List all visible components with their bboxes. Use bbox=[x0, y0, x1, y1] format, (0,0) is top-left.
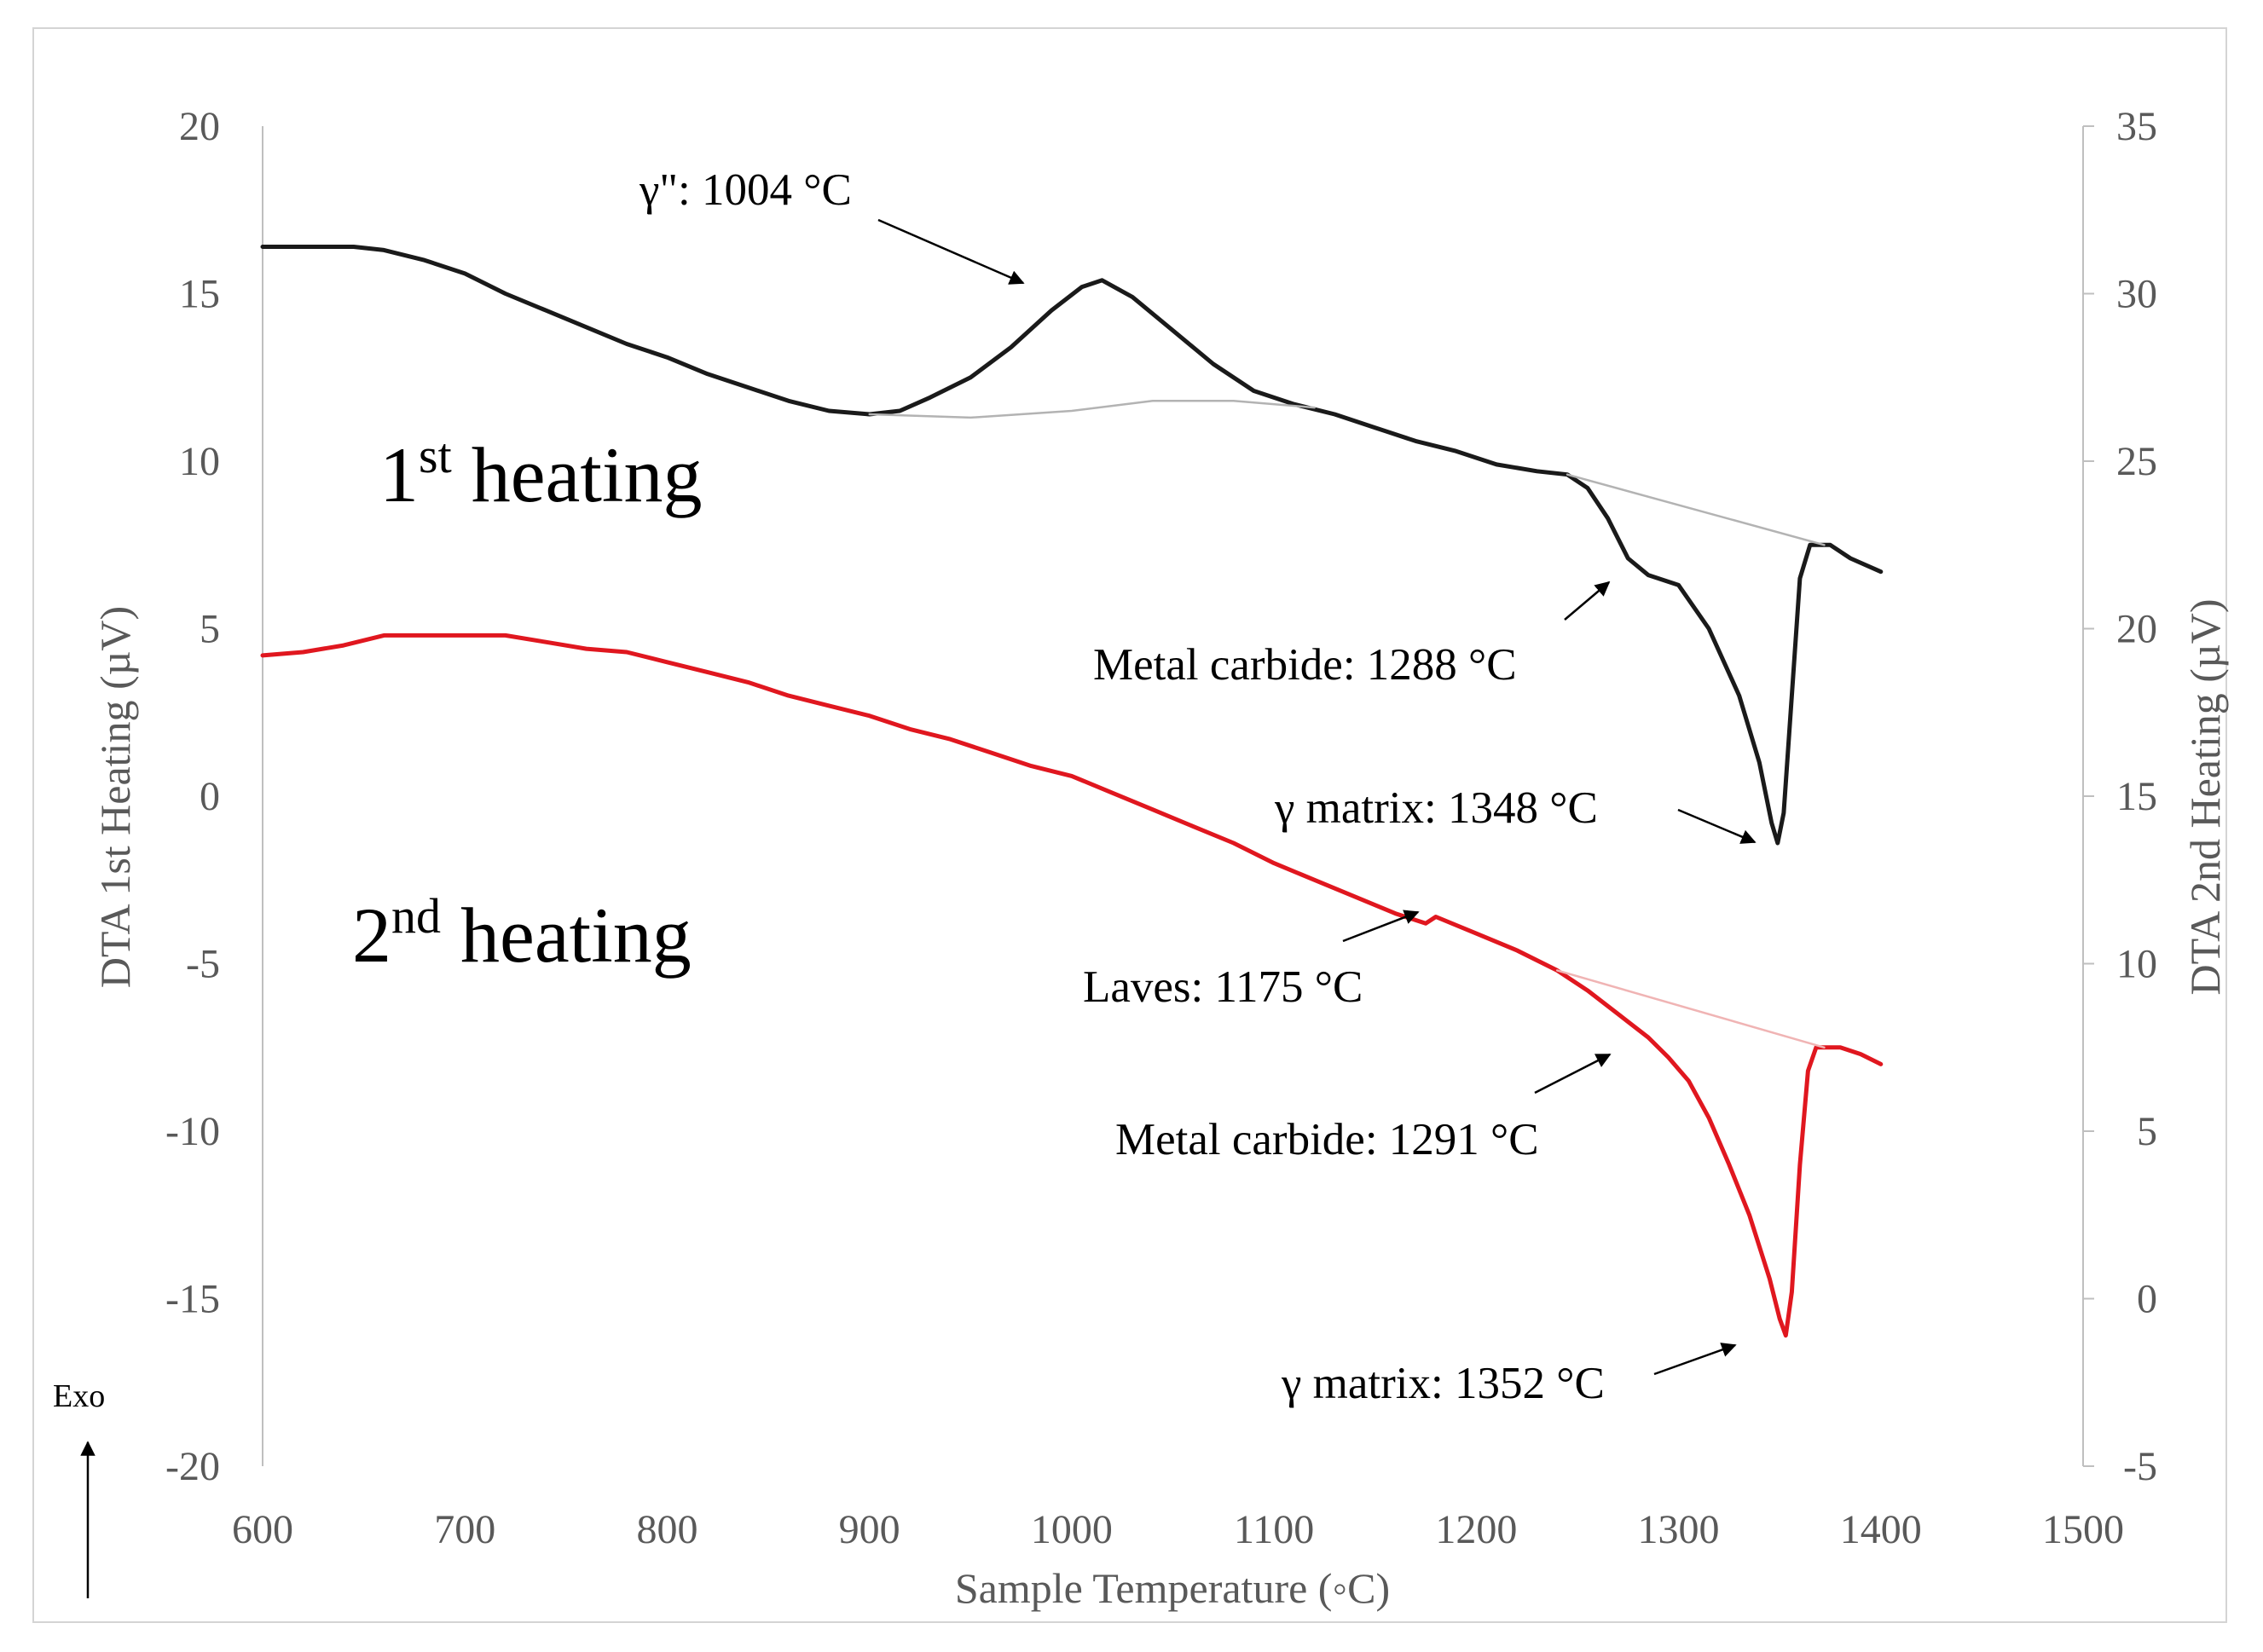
y-left-tick-label: -15 bbox=[165, 1277, 220, 1322]
x-tick-label: 800 bbox=[636, 1507, 697, 1552]
annotation-metal-carbide-1: Metal carbide: 1288 °C bbox=[1093, 640, 1517, 690]
exo-label: Exo bbox=[53, 1378, 105, 1414]
annotation-metal-carbide-2: Metal carbide: 1291 °C bbox=[1115, 1115, 1539, 1164]
x-tick-label: 1500 bbox=[2042, 1507, 2124, 1552]
x-tick-label: 700 bbox=[434, 1507, 495, 1552]
series-line-4 bbox=[1555, 969, 1826, 1049]
left-axis-title: DTA 1st Heating (µV) bbox=[91, 606, 139, 988]
arrow-laves bbox=[1342, 910, 1420, 943]
x-tick-label: 1300 bbox=[1638, 1507, 1720, 1552]
y-right-tick-label: 35 bbox=[2116, 104, 2157, 149]
y-right-tick-label: 10 bbox=[2116, 942, 2157, 987]
x-tick-label: 1400 bbox=[1840, 1507, 1922, 1552]
first-heating-label: 1st heating bbox=[379, 428, 702, 518]
x-tick-label: 1000 bbox=[1031, 1507, 1113, 1552]
arrow-gamma-double-prime bbox=[877, 218, 1025, 285]
arrow-gamma-matrix-2 bbox=[1653, 1343, 1737, 1376]
y-left-tick-label: -20 bbox=[165, 1444, 220, 1489]
y-right-tick-label: 30 bbox=[2116, 272, 2157, 317]
y-right-tick-label: 5 bbox=[2137, 1109, 2157, 1154]
x-axis-title: Sample Temperature (◦C) bbox=[955, 1564, 1390, 1612]
annotation-gamma-matrix-1: γ matrix: 1348 °C bbox=[1274, 783, 1598, 833]
y-right-tick-label: 0 bbox=[2137, 1277, 2157, 1322]
right-axis-title: DTA 2nd Heating (µV) bbox=[2181, 599, 2229, 996]
arrow-metal-carbide-1 bbox=[1564, 581, 1611, 621]
y-left-tick-label: 15 bbox=[179, 272, 220, 317]
y-right-tick-label: -5 bbox=[2123, 1444, 2157, 1489]
y-right-tick-label: 25 bbox=[2116, 439, 2157, 484]
annotation-laves: Laves: 1175 °C bbox=[1083, 962, 1363, 1012]
x-tick-label: 1100 bbox=[1234, 1507, 1314, 1552]
x-tick-label: 900 bbox=[839, 1507, 900, 1552]
y-left-tick-label: -5 bbox=[186, 942, 220, 987]
y-left-tick-label: 20 bbox=[179, 104, 220, 149]
annotation-gamma-double-prime: γ": 1004 °C bbox=[639, 165, 852, 215]
y-left-tick-label: -10 bbox=[165, 1109, 220, 1154]
x-tick-label: 1200 bbox=[1435, 1507, 1517, 1552]
series-line-3 bbox=[260, 632, 1884, 1338]
second-heating-label: 2nd heating bbox=[352, 888, 692, 979]
series-line-2 bbox=[1566, 473, 1826, 546]
x-tick-label: 600 bbox=[232, 1507, 293, 1552]
y-left-tick-label: 10 bbox=[179, 439, 220, 484]
y-right-tick-label: 15 bbox=[2116, 774, 2157, 819]
arrow-metal-carbide-2 bbox=[1534, 1053, 1612, 1095]
arrow-gamma-matrix-1 bbox=[1677, 808, 1757, 844]
series-line-0 bbox=[260, 245, 1884, 846]
annotation-gamma-matrix-2: γ matrix: 1352 °C bbox=[1281, 1359, 1605, 1408]
series-line-1 bbox=[868, 400, 1316, 419]
y-left-tick-label: 5 bbox=[200, 607, 220, 652]
y-right-tick-label: 20 bbox=[2116, 607, 2157, 652]
y-left-tick-label: 0 bbox=[200, 774, 220, 819]
